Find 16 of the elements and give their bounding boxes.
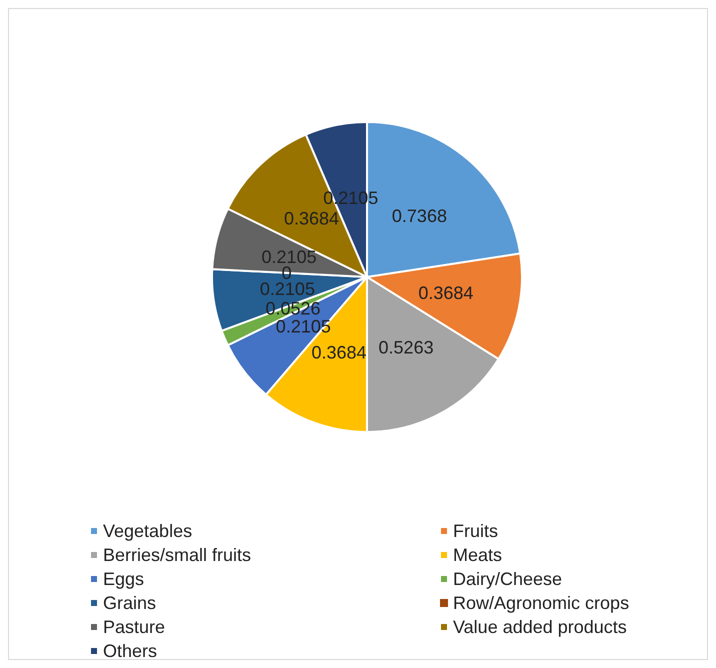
legend-label: Vegetables bbox=[103, 521, 192, 541]
legend-label: Meats bbox=[453, 545, 502, 565]
legend-label: Eggs bbox=[103, 569, 144, 589]
legend-label: Pasture bbox=[103, 617, 166, 637]
legend-label: Fruits bbox=[453, 521, 498, 541]
data-label: 0.7368 bbox=[392, 206, 447, 226]
legend-label: Grains bbox=[103, 593, 156, 613]
data-label: 0.3684 bbox=[418, 283, 474, 304]
data-label: 0.5263 bbox=[378, 337, 434, 358]
legend-label: Row/Agronomic crops bbox=[453, 593, 630, 613]
data-label: 0.3684 bbox=[284, 208, 340, 229]
legend-label: Others bbox=[103, 641, 158, 661]
legend-label: Berries/small fruits bbox=[103, 545, 252, 565]
legend-label: Value added products bbox=[453, 617, 627, 637]
data-label: 0.3684 bbox=[312, 342, 367, 362]
legend-label: Dairy/Cheese bbox=[453, 569, 562, 589]
